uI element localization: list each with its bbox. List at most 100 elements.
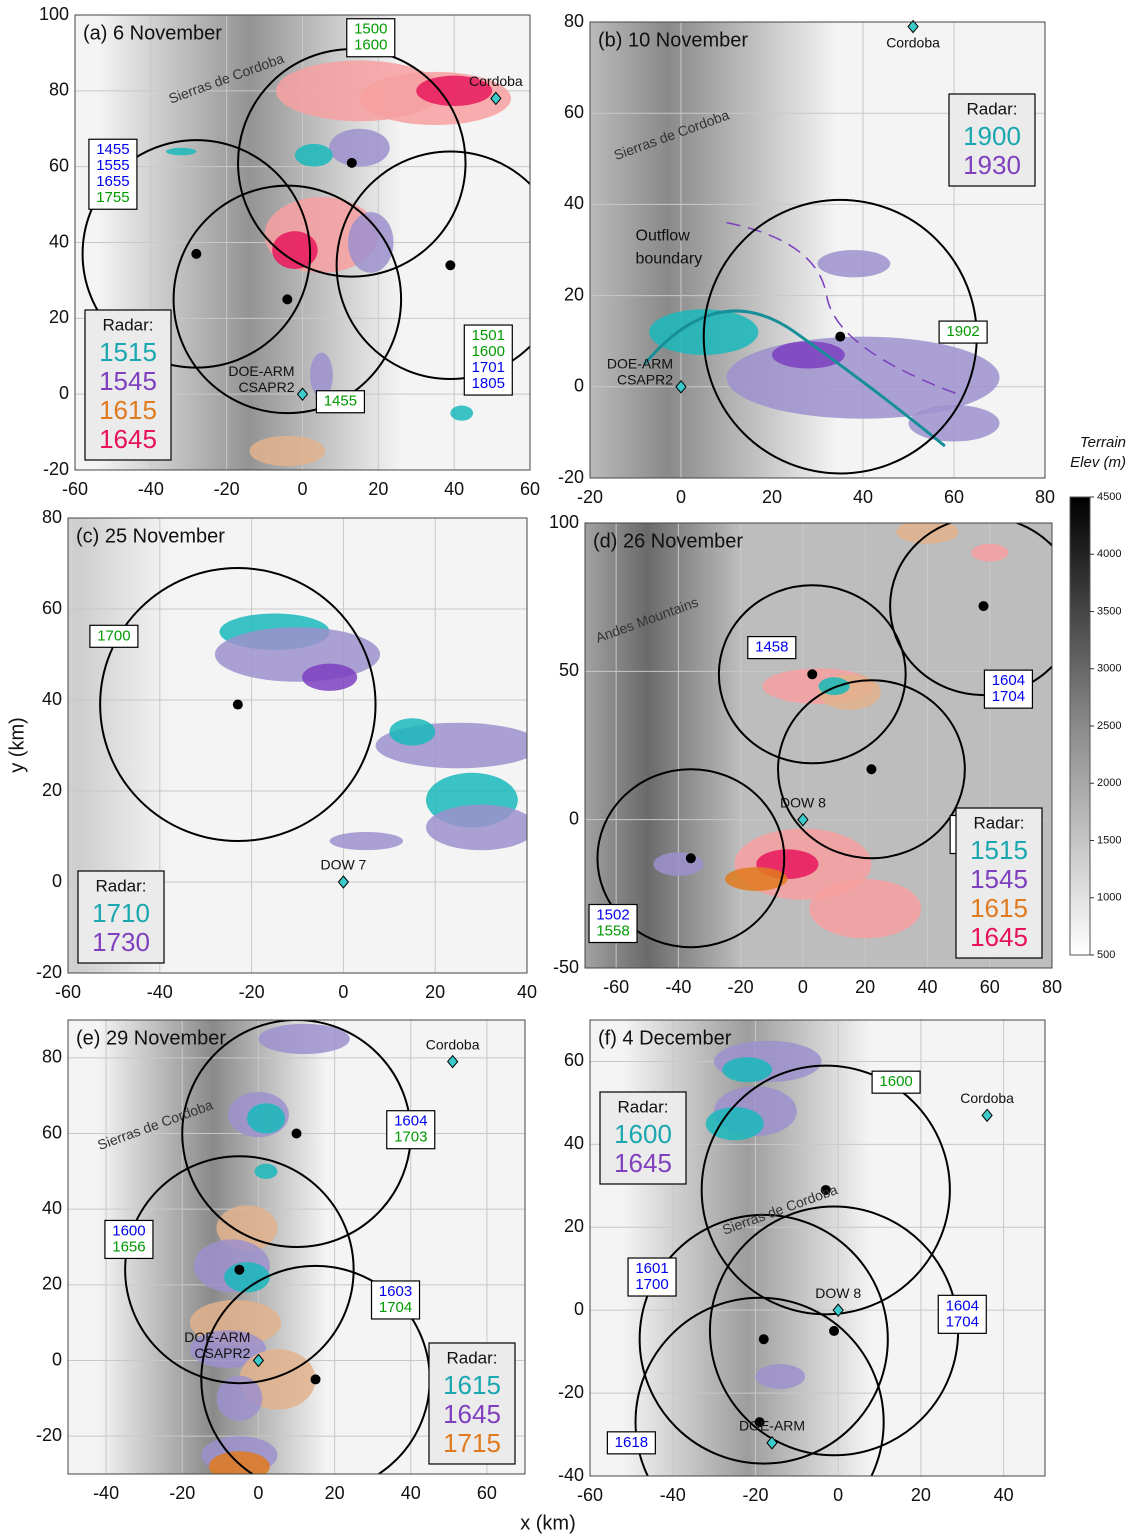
annotation: boundary [636, 250, 703, 267]
site-label: DOW 8 [780, 794, 826, 810]
x-tick-label: -40 [147, 982, 173, 1002]
precip-echo [772, 341, 845, 369]
outflow-line [643, 309, 946, 448]
time-box [747, 635, 797, 660]
site-label: CSAPR2 [238, 379, 294, 395]
time-label: 1501 [472, 327, 505, 344]
panel-title: (c) 25 November [76, 525, 225, 547]
x-tick-label: -60 [603, 977, 629, 997]
x-tick-label: 20 [911, 1485, 931, 1505]
radar-location [866, 764, 877, 775]
time-label: 1455 [324, 393, 357, 410]
time-label: 1700 [635, 1276, 668, 1293]
radar-range [172, 184, 403, 415]
radar-range [889, 523, 1052, 697]
legend-entry: 1545 [99, 366, 157, 396]
y-tick-label: 100 [549, 512, 579, 532]
y-tick-label: 80 [42, 1047, 62, 1067]
x-tick-label: -40 [138, 479, 164, 499]
legend-box [428, 1342, 516, 1465]
x-tick-label: 60 [980, 977, 1000, 997]
radar-location [807, 669, 818, 680]
colorbar-tick-label: 1500 [1097, 834, 1121, 846]
y-axis-label: y (km) [6, 717, 28, 773]
radar-location [978, 601, 989, 612]
y-tick-label: 0 [574, 1299, 584, 1319]
precip-echo [896, 523, 959, 544]
precip-echo [329, 128, 390, 167]
colorbar-tick-label: 2000 [1097, 777, 1121, 789]
legend-entry: 1615 [99, 395, 157, 425]
y-tick-label: 40 [42, 689, 62, 709]
radar-location [234, 1264, 245, 1275]
legend-box [955, 807, 1043, 959]
legend-title: Radar: [966, 99, 1017, 118]
site-marker [766, 1436, 778, 1450]
time-label: 1656 [112, 1238, 145, 1255]
legend-entry: 1615 [970, 893, 1028, 923]
y-tick-label: -50 [553, 957, 579, 977]
time-box [463, 324, 513, 396]
radar-range [124, 1155, 355, 1385]
legend-entry: 1645 [614, 1148, 672, 1178]
site-label: DOW 7 [320, 857, 366, 873]
x-tick-label: 20 [425, 982, 445, 1002]
radar-location [191, 248, 202, 259]
x-tick-label: 80 [1035, 487, 1055, 507]
precip-echo [258, 1023, 350, 1055]
x-tick-label: -20 [728, 977, 754, 997]
site-label: DOE-ARM [228, 363, 294, 379]
time-label: 1902 [946, 323, 979, 340]
radar-range [717, 584, 907, 765]
plot-frame [589, 21, 1046, 479]
radar-location [346, 157, 357, 168]
precip-echo [450, 405, 474, 421]
time-box [370, 1280, 421, 1320]
y-tick-label: 20 [49, 307, 69, 327]
plot-frame [67, 517, 528, 974]
y-tick-label: 40 [564, 1133, 584, 1153]
panel-title: (d) 26 November [593, 530, 743, 552]
legend-entry: 1515 [99, 337, 157, 367]
legend-entry: 1645 [970, 922, 1028, 952]
y-tick-label: 60 [564, 102, 584, 122]
legend-title: Radar: [973, 813, 1024, 832]
x-tick-label: 20 [855, 977, 875, 997]
legend-entry: 1900 [963, 121, 1021, 151]
y-tick-label: 20 [42, 780, 62, 800]
y-tick-label: 50 [559, 660, 579, 680]
legend-box [599, 1091, 687, 1185]
y-tick-label: 0 [52, 1349, 62, 1369]
site-label: CSAPR2 [194, 1345, 250, 1361]
precip-echo [302, 663, 358, 691]
site-label: CSAPR2 [617, 372, 673, 388]
radar-location [282, 294, 293, 305]
site-label: DOE-ARM [607, 356, 673, 372]
panel: Sierras de CordobaOutflowboundaryCordoba… [558, 11, 1055, 507]
y-tick-label: 0 [574, 376, 584, 396]
time-label: 1458 [755, 639, 788, 656]
time-label: 1704 [379, 1299, 412, 1316]
x-tick-label: 40 [444, 479, 464, 499]
legend-entry: 1715 [443, 1428, 501, 1458]
site-label: DOW 8 [815, 1285, 861, 1301]
legend-entry: 1730 [92, 927, 150, 957]
plot-frame [589, 1019, 1046, 1477]
x-tick-label: -60 [577, 1485, 603, 1505]
x-tick-label: 0 [798, 977, 808, 997]
legend-entry: 1515 [970, 835, 1028, 865]
precip-echo [246, 1103, 286, 1134]
precip-echo [294, 143, 333, 167]
time-box [89, 624, 139, 648]
x-tick-label: -40 [665, 977, 691, 997]
y-tick-label: 40 [564, 193, 584, 213]
time-label: 1500 [354, 21, 387, 38]
y-tick-label: 60 [564, 1050, 584, 1070]
x-tick-label: 0 [676, 487, 686, 507]
x-tick-label: -60 [55, 982, 81, 1002]
time-label: 1755 [96, 189, 129, 206]
radar-location [232, 699, 243, 710]
colorbar-tick-label: 500 [1097, 949, 1115, 961]
